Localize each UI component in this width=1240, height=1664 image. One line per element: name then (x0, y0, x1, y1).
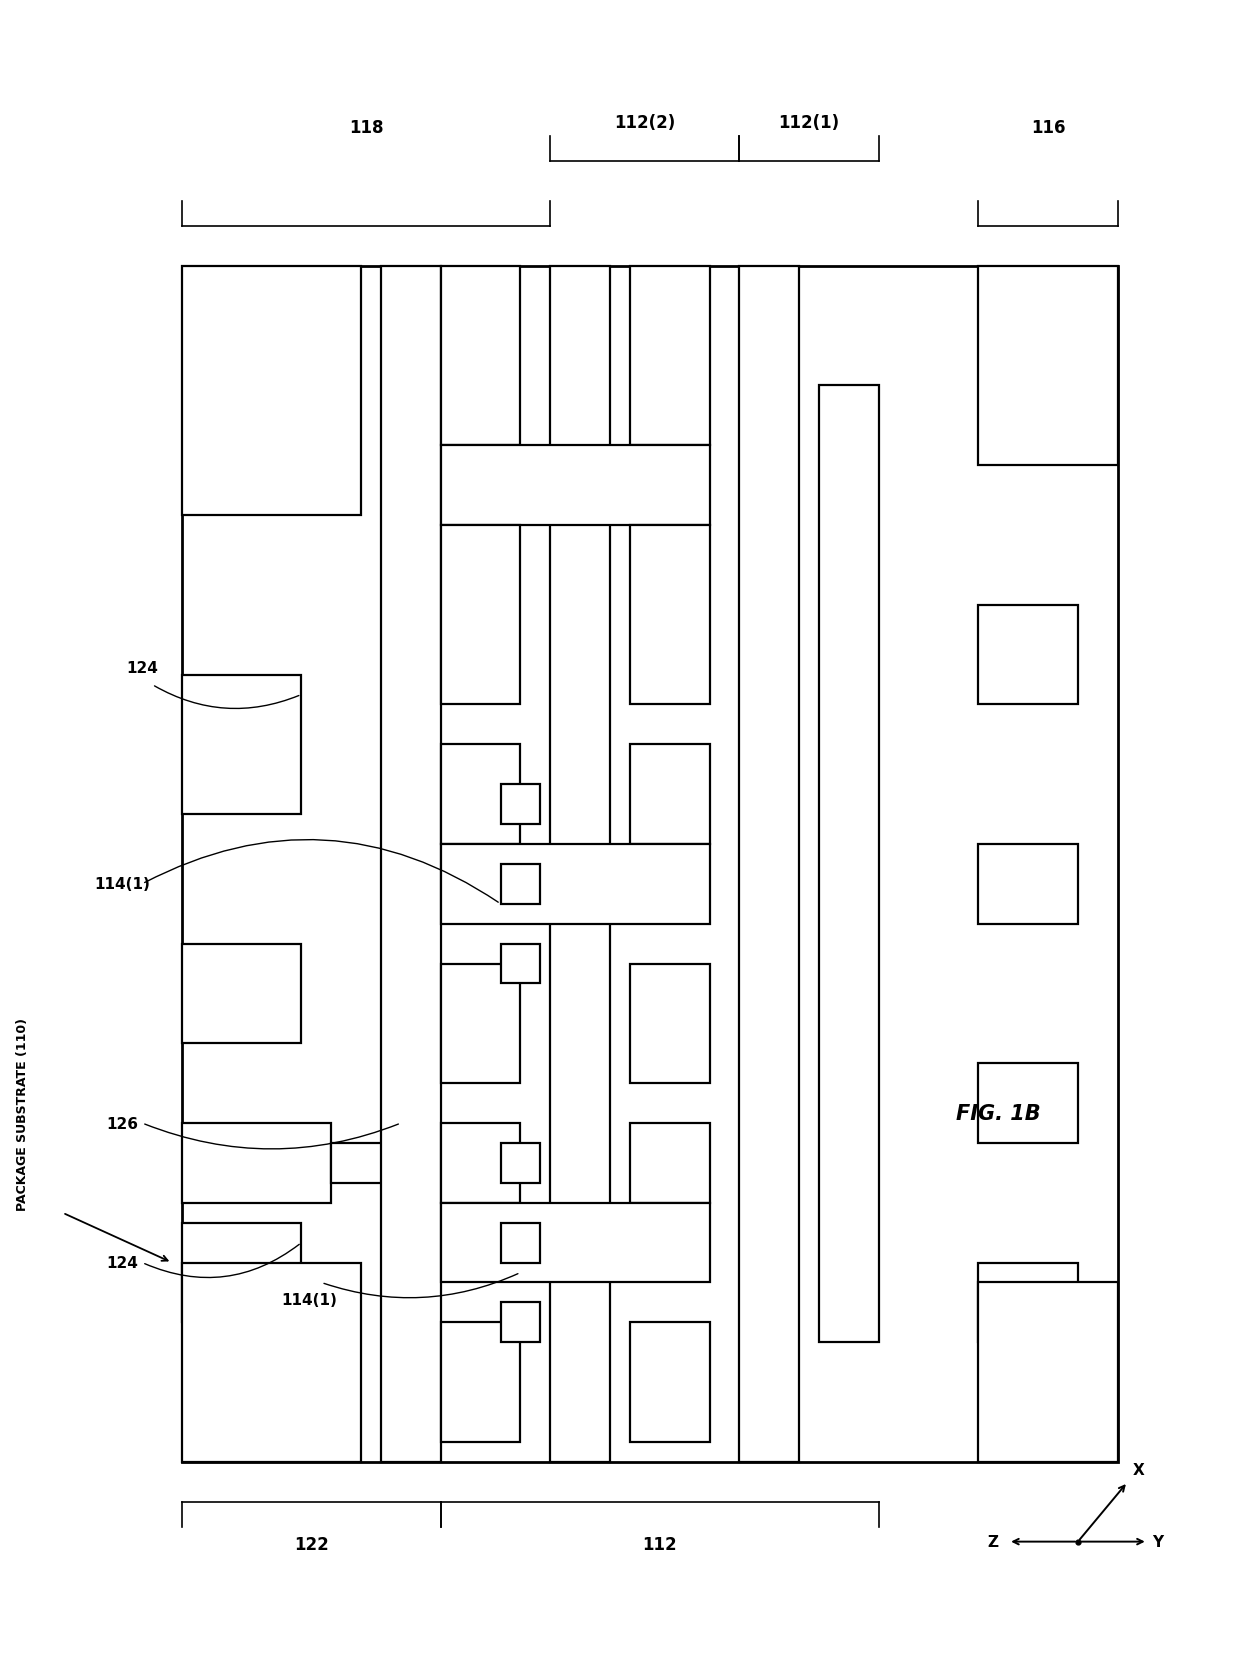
Bar (381, 266, 440, 1463)
Bar (440, 526, 521, 706)
Text: 124: 124 (107, 1255, 138, 1270)
Bar (978, 606, 1078, 706)
Bar (551, 266, 610, 1463)
Text: 126: 126 (107, 1117, 138, 1132)
Text: 118: 118 (348, 120, 383, 136)
Text: 112(2): 112(2) (614, 115, 676, 131)
Bar (630, 963, 709, 1083)
Bar (501, 864, 541, 904)
Bar (182, 1123, 331, 1203)
Bar (739, 266, 800, 1463)
Bar (630, 1123, 709, 1203)
Bar (182, 676, 301, 815)
Text: 122: 122 (294, 1534, 329, 1553)
Bar (440, 963, 521, 1083)
Bar (440, 266, 521, 446)
Bar (182, 266, 361, 516)
Text: Y: Y (1153, 1534, 1163, 1549)
Bar (630, 1323, 709, 1443)
Text: 112(1): 112(1) (779, 115, 839, 131)
Bar (331, 1143, 410, 1183)
Bar (978, 1263, 1078, 1343)
Text: 124: 124 (126, 661, 157, 676)
Bar (182, 1223, 301, 1323)
Bar (440, 1323, 521, 1443)
Text: 116: 116 (1030, 120, 1065, 136)
Bar (501, 1223, 541, 1263)
Bar (501, 785, 541, 825)
Text: FIG. 1B: FIG. 1B (956, 1103, 1040, 1123)
Text: PACKAGE SUBSTRATE (110): PACKAGE SUBSTRATE (110) (16, 1017, 30, 1210)
Bar (630, 526, 709, 706)
Bar (820, 386, 879, 1343)
Text: 114(1): 114(1) (281, 1293, 337, 1308)
Bar (978, 844, 1078, 924)
Bar (440, 745, 521, 844)
Bar (630, 266, 709, 446)
Bar (440, 1203, 709, 1283)
Bar (978, 1283, 1117, 1463)
Bar (978, 266, 1117, 466)
Bar (501, 1143, 541, 1183)
Text: Z: Z (987, 1534, 998, 1549)
Bar (440, 844, 709, 924)
Bar (440, 446, 709, 526)
Bar (440, 1123, 521, 1203)
Bar (182, 1263, 361, 1463)
Bar (978, 1063, 1078, 1143)
Text: 114(1): 114(1) (94, 877, 150, 892)
Bar (182, 266, 1117, 1463)
Bar (630, 745, 709, 844)
Text: 112: 112 (642, 1534, 677, 1553)
Bar (501, 943, 541, 983)
Bar (182, 943, 301, 1043)
Bar (501, 1303, 541, 1343)
Text: X: X (1132, 1463, 1145, 1478)
